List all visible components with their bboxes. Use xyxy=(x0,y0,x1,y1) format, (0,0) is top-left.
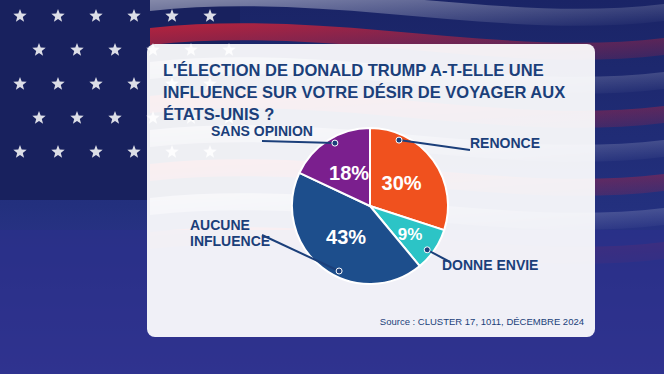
flag-star xyxy=(13,9,26,22)
flag-star xyxy=(165,9,178,22)
title-line: L'ÉLECTION DE DONALD TRUMP A-T-ELLE UNE xyxy=(163,61,544,79)
flag-star xyxy=(13,145,26,158)
leader-line xyxy=(262,235,339,271)
category-label-line: RENONCE xyxy=(470,135,540,151)
leader-dot xyxy=(332,140,338,146)
slice-value-label: 30% xyxy=(382,172,422,194)
leader-dot xyxy=(424,247,430,253)
flag-star xyxy=(127,77,140,90)
leader-dot xyxy=(396,137,402,143)
flag-star xyxy=(32,111,45,124)
flag-star xyxy=(89,9,102,22)
flag-star xyxy=(127,9,140,22)
leader-line xyxy=(262,141,335,143)
flag-background xyxy=(0,0,664,374)
canvas: L'ÉLECTION DE DONALD TRUMP A-T-ELLE UNE I… xyxy=(0,0,664,374)
flag-star xyxy=(203,9,216,22)
pie-slice xyxy=(299,128,370,206)
slice-value-label: 18% xyxy=(329,162,369,184)
flag-star xyxy=(127,145,140,158)
data-labels: 30% RENONCE 9% DONNE ENVIE 43% AUCUNEINFLUENC… xyxy=(190,123,540,274)
slice-value-label: 43% xyxy=(326,226,366,248)
title-line: ÉTATS-UNIS ? xyxy=(163,105,274,123)
category-label-line: DONNE ENVIE xyxy=(442,257,538,273)
title-line: INFLUENCE SUR VOTRE DÉSIR DE VOYAGER AUX xyxy=(163,83,565,101)
leader-line xyxy=(399,140,470,150)
category-label: DONNE ENVIE xyxy=(442,257,538,273)
category-label-line: AUCUNE xyxy=(190,217,250,233)
slice-value-label: 9% xyxy=(398,225,423,244)
flag-star xyxy=(89,145,102,158)
flag-star xyxy=(32,43,45,56)
flag-star xyxy=(51,9,64,22)
category-label: SANS OPINION xyxy=(211,123,313,139)
category-label-line: INFLUENCE xyxy=(190,233,270,249)
category-label: RENONCE xyxy=(470,135,540,151)
leader-dot xyxy=(336,268,342,274)
source: Source : CLUSTER 17, 1011, DÉCEMBRE 2024 xyxy=(380,316,584,327)
flag-star xyxy=(89,77,102,90)
flag-stripe xyxy=(150,0,664,26)
flag-star xyxy=(51,77,64,90)
flag-star xyxy=(70,43,83,56)
category-label: AUCUNEINFLUENCE xyxy=(190,217,270,249)
chart-title: L'ÉLECTION DE DONALD TRUMP A-T-ELLE UNE I… xyxy=(163,61,565,123)
category-label-line: SANS OPINION xyxy=(211,123,313,139)
flag-star xyxy=(108,43,121,56)
flag-star xyxy=(70,111,83,124)
flag-star xyxy=(51,145,64,158)
card xyxy=(147,44,595,337)
flag-star xyxy=(13,77,26,90)
flag-star xyxy=(108,111,121,124)
